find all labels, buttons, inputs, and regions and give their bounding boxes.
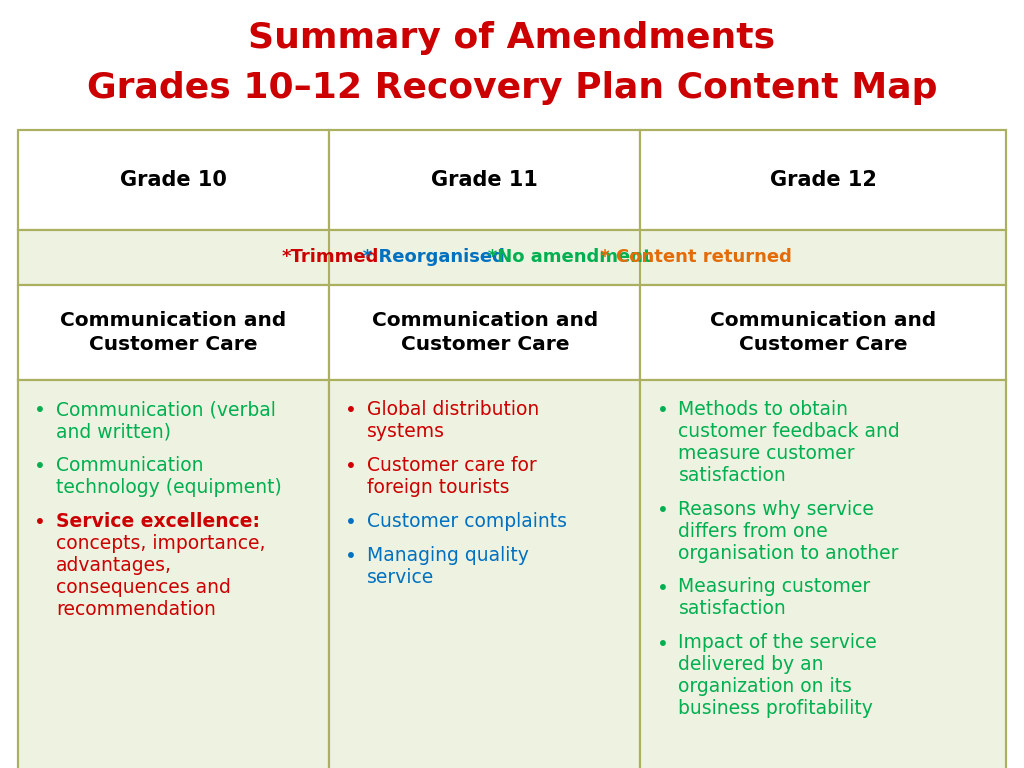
Text: Communication and
Customer Care: Communication and Customer Care: [372, 310, 598, 355]
Text: •: •: [345, 457, 357, 476]
Text: Grade 12: Grade 12: [770, 170, 877, 190]
Bar: [640, 130, 1006, 230]
Text: Customer complaints: Customer complaints: [368, 511, 567, 531]
Text: Methods to obtain
customer feedback and
measure customer
satisfaction: Methods to obtain customer feedback and …: [679, 400, 900, 485]
Text: * Reorganised: * Reorganised: [344, 249, 505, 266]
Bar: [18, 380, 330, 768]
Text: Communication
technology (equipment): Communication technology (equipment): [56, 456, 282, 497]
Text: •: •: [656, 579, 669, 598]
Text: concepts, importance,
advantages,
consequences and
recommendation: concepts, importance, advantages, conseq…: [56, 534, 265, 619]
Text: * Content returned: * Content returned: [594, 249, 792, 266]
Bar: [330, 285, 640, 380]
Text: Global distribution
systems: Global distribution systems: [368, 400, 540, 441]
Bar: [18, 285, 330, 380]
Text: Summary of Amendments: Summary of Amendments: [249, 21, 775, 55]
Bar: [640, 380, 1006, 768]
Text: Communication and
Customer Care: Communication and Customer Care: [60, 310, 287, 355]
Text: •: •: [34, 402, 46, 420]
Text: *No amendment: *No amendment: [469, 249, 651, 266]
Bar: [18, 130, 330, 230]
Text: *Trimmed: *Trimmed: [282, 249, 379, 266]
Text: •: •: [656, 402, 669, 420]
Text: •: •: [34, 457, 46, 476]
Text: Grades 10–12 Recovery Plan Content Map: Grades 10–12 Recovery Plan Content Map: [87, 71, 937, 105]
Text: Impact of the service
delivered by an
organization on its
business profitability: Impact of the service delivered by an or…: [679, 634, 878, 718]
Text: Grade 11: Grade 11: [431, 170, 539, 190]
Text: Measuring customer
satisfaction: Measuring customer satisfaction: [679, 578, 870, 618]
Text: •: •: [345, 402, 357, 420]
Text: Customer care for
foreign tourists: Customer care for foreign tourists: [368, 456, 537, 497]
Bar: [18, 230, 1006, 285]
Bar: [330, 380, 640, 768]
Text: •: •: [656, 634, 669, 654]
Bar: [640, 285, 1006, 380]
Text: •: •: [34, 513, 46, 532]
Text: •: •: [345, 548, 357, 566]
Text: Grade 10: Grade 10: [120, 170, 227, 190]
Bar: [330, 130, 640, 230]
Text: •: •: [656, 501, 669, 520]
Text: Reasons why service
differs from one
organisation to another: Reasons why service differs from one org…: [679, 500, 899, 563]
Text: •: •: [345, 513, 357, 532]
Text: Managing quality
service: Managing quality service: [368, 546, 529, 587]
Text: Communication (verbal
and written): Communication (verbal and written): [56, 400, 275, 441]
Text: Communication and
Customer Care: Communication and Customer Care: [710, 310, 936, 355]
Text: Service excellence:: Service excellence:: [56, 511, 260, 531]
